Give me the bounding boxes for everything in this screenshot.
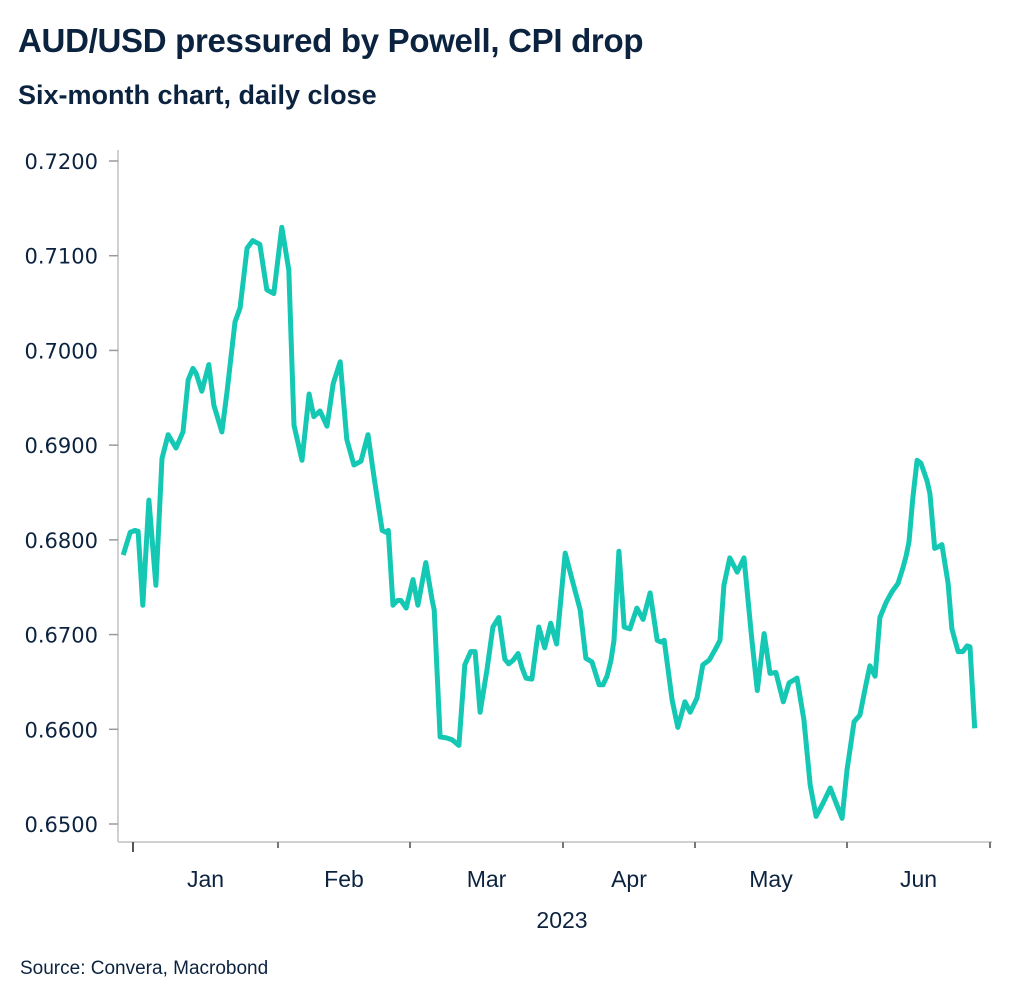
source-note: Source: Convera, Macrobond bbox=[20, 958, 269, 979]
x-ticks: Jan Feb Mar Apr May Jun bbox=[132, 842, 991, 892]
x-tick-label-apr: Apr bbox=[611, 866, 647, 892]
y-tick-label: 0.6700 bbox=[25, 624, 98, 648]
x-axis-year-label: 2023 bbox=[536, 907, 587, 933]
x-tick-label-mar: Mar bbox=[467, 866, 507, 892]
x-tick-label-jan: Jan bbox=[187, 866, 224, 892]
y-tick-label: 0.7100 bbox=[25, 245, 98, 269]
y-ticks: 0.7200 0.7100 0.7000 0.6900 0.6800 0.6700 0.66… bbox=[25, 150, 118, 837]
y-tick-label: 0.6800 bbox=[25, 529, 98, 553]
axes bbox=[117, 150, 992, 843]
y-tick-label: 0.6600 bbox=[25, 718, 98, 742]
y-tick-label: 0.6900 bbox=[25, 434, 98, 458]
series-line-audusd bbox=[120, 224, 978, 821]
x-tick-label-jun: Jun bbox=[900, 866, 937, 892]
y-tick-label: 0.6500 bbox=[25, 813, 98, 837]
chart-title: AUD/USD pressured by Powell, CPI drop bbox=[18, 22, 644, 59]
y-tick-label: 0.7000 bbox=[25, 339, 98, 363]
x-tick-label-feb: Feb bbox=[324, 866, 364, 892]
chart-subtitle: Six-month chart, daily close bbox=[18, 80, 377, 110]
y-tick-label: 0.7200 bbox=[25, 150, 98, 174]
x-tick-label-may: May bbox=[749, 866, 793, 892]
